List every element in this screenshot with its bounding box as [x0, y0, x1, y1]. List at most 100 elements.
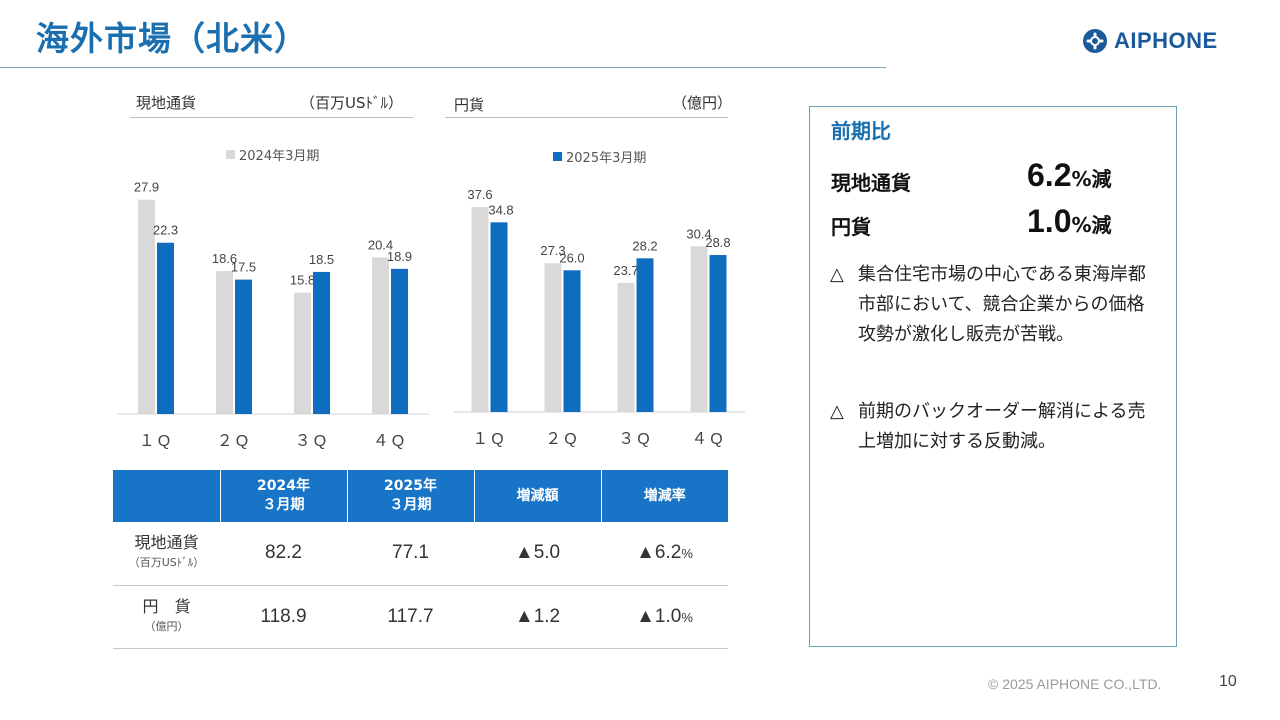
comparison-panel: 前期比 現地通貨 6.2%減 円貨 1.0%減 △ 集合住宅市場の中心である東海… [809, 106, 1177, 647]
data-label: 18.9 [387, 249, 412, 264]
bar-fy2024 [690, 246, 708, 412]
table-header-rate: 増減率 [601, 470, 728, 522]
cell-fy2025: 77.1 [347, 522, 474, 586]
bullet-item: △ 集合住宅市場の中心である東海岸都市部において、競合企業からの価格攻勢が激化し… [830, 260, 1160, 350]
logo-text: AIPHONE [1114, 28, 1218, 53]
rate-value: ▲6.2 [636, 542, 682, 564]
data-label: 20.4 [368, 237, 393, 252]
bar-fy2025 [490, 222, 508, 412]
cell-fy2024: 118.9 [220, 585, 347, 649]
row-label: 現地通貨 [134, 533, 199, 553]
right-chart-label: 円貨 [454, 96, 485, 114]
legend-swatch-fy2024 [226, 150, 235, 159]
left-chart-header-rule [130, 117, 413, 118]
rate-suffix: % [681, 546, 693, 562]
table-header-fy2025: 2025年 ３月期 [347, 470, 475, 522]
triangle-icon: △ [830, 264, 844, 285]
tick-label: ４Q [691, 431, 725, 448]
right-chart-header-rule [445, 117, 728, 118]
bar-fy2025 [235, 279, 252, 414]
bar-fy2025 [636, 258, 654, 412]
row-label-cell: 円 貨 （億円） [113, 585, 220, 649]
data-label: 18.5 [309, 252, 334, 267]
bar-fy2025 [391, 268, 408, 414]
left-chart-unit: （百万USﾄﾞﾙ） [300, 94, 404, 112]
cell-fy2024: 82.2 [220, 522, 347, 586]
data-label: 15.8 [290, 273, 315, 288]
tick-label: ４Q [373, 433, 407, 450]
metric-suffix: %減 [1071, 213, 1112, 237]
tick-label: １Q [472, 431, 506, 448]
metric-value-yen: 1.0%減 [1027, 203, 1112, 240]
row-label: 円 貨 [142, 596, 191, 616]
bar-fy2024 [544, 263, 562, 412]
bar-fy2025 [313, 271, 330, 414]
bullet-text: 集合住宅市場の中心である東海岸都市部において、競合企業からの価格攻勢が激化し販売… [858, 264, 1146, 345]
rate-suffix: % [681, 609, 693, 625]
tick-label: ２Q [217, 433, 251, 450]
metric-suffix: %減 [1071, 167, 1112, 191]
data-label: 23.7 [613, 263, 638, 278]
tick-label: ３Q [295, 433, 329, 450]
cell-rate: ▲6.2% [601, 522, 728, 586]
data-label: 28.2 [632, 238, 657, 253]
table-row: 円 貨 （億円） 118.9 117.7 ▲1.2 ▲1.0% [113, 585, 728, 649]
legend-swatch-fy2025 [553, 152, 562, 161]
row-unit: （億円） [144, 619, 189, 633]
triangle-icon: △ [830, 401, 844, 422]
cell-fy2025: 117.7 [347, 585, 474, 649]
bar-fy2025 [157, 242, 174, 414]
left-chart-label: 現地通貨 [136, 94, 197, 112]
bar-fy2024 [471, 207, 489, 412]
metric-label-yen: 円貨 [831, 215, 871, 239]
legend-label-fy2025: 2025年3月期 [566, 151, 647, 166]
metric-value-local: 6.2%減 [1027, 157, 1112, 194]
bar-fy2025 [563, 270, 581, 412]
bar-fy2024 [372, 257, 389, 414]
right-chart-unit: （億円） [672, 94, 733, 112]
metric-number: 6.2 [1027, 157, 1072, 193]
bar-fy2024 [216, 271, 233, 414]
data-label: 28.8 [705, 235, 730, 250]
legend-label-fy2024: 2024年3月期 [239, 149, 320, 164]
table-header-row: 2024年 ３月期 2025年 ３月期 増減額 増減率 [113, 470, 728, 522]
data-label: 18.6 [212, 251, 237, 266]
cell-change: ▲1.2 [474, 585, 601, 649]
cell-change: ▲5.0 [474, 522, 601, 586]
left-bar-chart: 27.9 22.3 １Q 18.617.5 ２Q 15.8 18.5 ３Q 20.418.9 ４Q [117, 180, 429, 450]
row-label-cell: 現地通貨 （百万USﾄﾞﾙ） [113, 522, 220, 586]
table-row: 現地通貨 （百万USﾄﾞﾙ） 82.2 77.1 ▲5.0 ▲6.2% [113, 522, 728, 586]
metric-number: 1.0 [1027, 203, 1072, 239]
data-label: 37.6 [467, 187, 492, 202]
right-bar-chart: 37.634.8 １Q 27.326.0 ２Q 23.7 28.2 ３Q 30.428.8 ４Q [453, 187, 745, 448]
page-number: 10 [1219, 673, 1237, 690]
tick-label: １Q [139, 433, 173, 450]
tick-label: ３Q [618, 431, 652, 448]
rate-value: ▲1.0 [636, 605, 682, 627]
left-chart-legend: 2024年3月期 [226, 145, 319, 164]
right-chart-legend: 2025年3月期 [553, 147, 646, 166]
metric-label-local: 現地通貨 [831, 171, 911, 195]
summary-table: 2024年 ３月期 2025年 ３月期 増減額 増減率 現地通貨 （百万USﾄﾞ… [113, 470, 728, 649]
bar-fy2024 [138, 199, 155, 414]
data-label: 30.4 [686, 226, 711, 241]
aiphone-logo-icon [1083, 29, 1107, 53]
data-label: 17.5 [231, 260, 256, 275]
title-divider [0, 67, 886, 68]
cell-rate: ▲1.0% [601, 585, 728, 649]
bar-fy2024 [617, 282, 635, 412]
tick-label: ２Q [545, 431, 579, 448]
data-label: 26.0 [559, 250, 584, 265]
data-label: 27.3 [540, 243, 565, 258]
aiphone-logo: AIPHONE [1082, 28, 1218, 54]
bullet-item: △ 前期のバックオーダー解消による売上増加に対する反動減。 [830, 397, 1160, 457]
row-unit: （百万USﾄﾞﾙ） [128, 556, 205, 570]
data-label: 34.8 [488, 202, 513, 217]
data-label: 27.9 [134, 180, 159, 195]
data-label: 22.3 [153, 223, 178, 238]
bar-fy2025 [709, 255, 727, 412]
table-header-blank [113, 470, 221, 522]
bar-fy2024 [294, 292, 311, 414]
table-header-change: 増減額 [474, 470, 602, 522]
bullet-text: 前期のバックオーダー解消による売上増加に対する反動減。 [858, 401, 1146, 452]
